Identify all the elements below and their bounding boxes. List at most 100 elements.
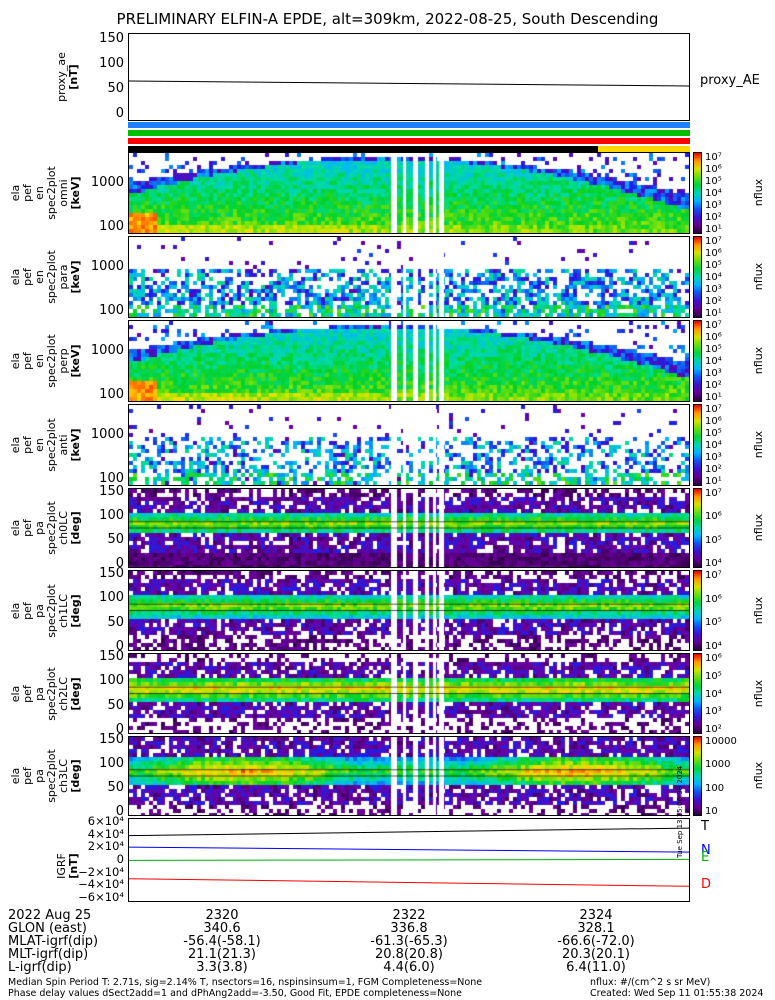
y-tick-label: 1000 [90,175,124,191]
spectrogram-canvas [129,737,689,815]
y-tick-label: 100 [99,673,124,689]
footer-label: L-igrf(dip) [8,960,72,975]
colorbar-tick-label: 10⁷ [705,236,722,247]
footer-value: 328.1 [577,921,615,936]
y-tick-label: 50 [107,532,124,547]
y-tick-label: 100 [99,303,124,319]
y-tick-label: 50 [107,81,124,96]
y-tick-label: 1000 [90,343,124,359]
colorbar-tick-label: 10⁶ [705,593,722,605]
footer-label: MLT-igrf(dip) [8,947,89,962]
colorbar [693,404,702,486]
footer-value: 6.4(11.0) [566,960,626,975]
spectrogram-ylabel: ela pef pa spec2plot ch0LC [deg] [9,501,82,555]
status-bar-blue [128,122,690,128]
spectrogram-panel-1 [128,152,690,234]
colorbar-tick-label: 10⁵ [705,260,722,271]
colorbar [693,152,702,234]
colorbar-tick-label: 10⁴ [705,558,722,569]
spectrogram-ylabel: ela pef pa spec2plot ch1LC [deg] [9,584,82,638]
igrf-line-T [129,827,689,837]
colorbar-tick-label: 10⁷ [705,570,722,581]
y-tick-label: 0 [115,804,124,819]
colorbar-unit-label: nflux [752,761,766,790]
colorbar-unit-label: nflux [752,430,766,459]
y-tick-label: 4×10⁴ [87,826,124,841]
colorbar-unit-label: nflux [752,513,766,542]
colorbar-tick-label: 10⁴ [705,641,722,652]
colorbar-tick-label: 10⁵ [705,617,722,629]
footer-value: 3.3(3.8) [196,960,248,975]
y-tick-label: 6×10⁴ [87,814,124,828]
igrf-panel [128,818,690,902]
spectrogram-canvas [129,153,689,233]
colorbar-tick-label: 10⁴ [705,188,722,199]
igrf-legend-E: E [701,850,710,866]
igrf-plot [129,827,689,887]
y-tick-label: 150 [99,649,124,664]
y-tick-label: 2×10⁴ [87,839,124,854]
colorbar-tick-label: 10² [705,724,722,735]
y-tick-label: −2×10⁴ [78,864,124,879]
spectrogram-panel-2 [128,236,690,318]
colorbar-tick-label: 10¹ [705,308,722,319]
spectrogram-ylabel: ela pef en spec2plot omni [keV] [9,166,82,220]
y-tick-label: 0 [116,852,124,866]
colorbar-unit-label: nflux [752,262,766,291]
ylabel-line: [keV] [68,344,82,378]
footer-value: 20.3(20.1) [561,947,631,962]
y-tick-label: 150 [99,31,124,46]
y-tick-label: 1000 [90,259,124,275]
colorbar-tick-label: 10⁶ [705,416,722,427]
igrf-line-N [129,846,689,853]
proxy-ae-panel [128,33,690,121]
colorbar-unit-label: nflux [752,346,766,375]
igrf-legend-N: N [701,843,711,859]
colorbar-tick-label: 10⁶ [705,653,722,664]
status-bar-red [128,138,690,144]
spectrogram-panel-5 [128,488,690,568]
colorbar-tick-label: 10³ [705,284,722,295]
colorbar-tick-label: 10⁵ [705,534,722,546]
y-tick-label: 50 [107,697,124,713]
colorbar [693,653,702,734]
ylabel-line: [nT] [66,64,80,90]
spectrogram-canvas [129,321,689,401]
y-tick-label: 100 [99,756,124,771]
spectrogram-panel-3 [128,320,690,402]
footer-note-1: Median Spin Period T: 2.71s, sig=2.14% T… [8,977,483,988]
colorbar-tick-label: 10 [705,806,718,817]
y-tick-label: 100 [99,508,124,523]
spectrogram-canvas [129,237,689,317]
footer-value: 336.8 [390,921,428,936]
y-tick-label: 100 [99,471,124,487]
y-tick-label: 150 [99,566,124,581]
ylabel-line: [keV] [68,176,82,210]
footer-value: -66.6(-72.0) [557,934,635,949]
y-tick-label: −6×10⁴ [78,890,124,904]
y-tick-label: 0 [115,722,124,737]
colorbar-unit-label: nflux [752,178,766,207]
colorbar-tick-label: 10⁵ [705,344,722,355]
footer-created: Created: Wed Sep 11 01:55:38 2024 [590,988,764,999]
proxy-ae-line [129,80,689,87]
colorbar-tick-label: 10⁴ [705,440,722,451]
igrf-legend-D: D [701,877,712,893]
spectrogram-ylabel: ela pef pa spec2plot ch2LC [deg] [9,667,82,721]
y-tick-label: 150 [99,484,124,499]
y-tick-label: 50 [107,614,124,630]
igrf-side-text: Tue Sep 13 15:06:38 2024 [676,765,684,858]
spectrogram-canvas [129,571,689,650]
colorbar-tick-label: 10² [705,212,722,223]
colorbar-tick-label: 10¹ [705,224,722,235]
igrf-line-E [129,858,689,861]
footer-value: -56.4(-58.1) [183,934,261,949]
colorbar-tick-label: 10² [705,464,722,475]
colorbar-unit-label: nflux [752,596,766,624]
colorbar-tick-label: 10⁶ [705,164,722,175]
igrf-line-D [129,878,689,887]
colorbar-tick-label: 10000 [705,736,737,747]
y-tick-label: 0 [115,639,124,654]
ylabel-line: [deg] [68,676,82,711]
colorbar-tick-label: 10⁷ [705,488,722,499]
